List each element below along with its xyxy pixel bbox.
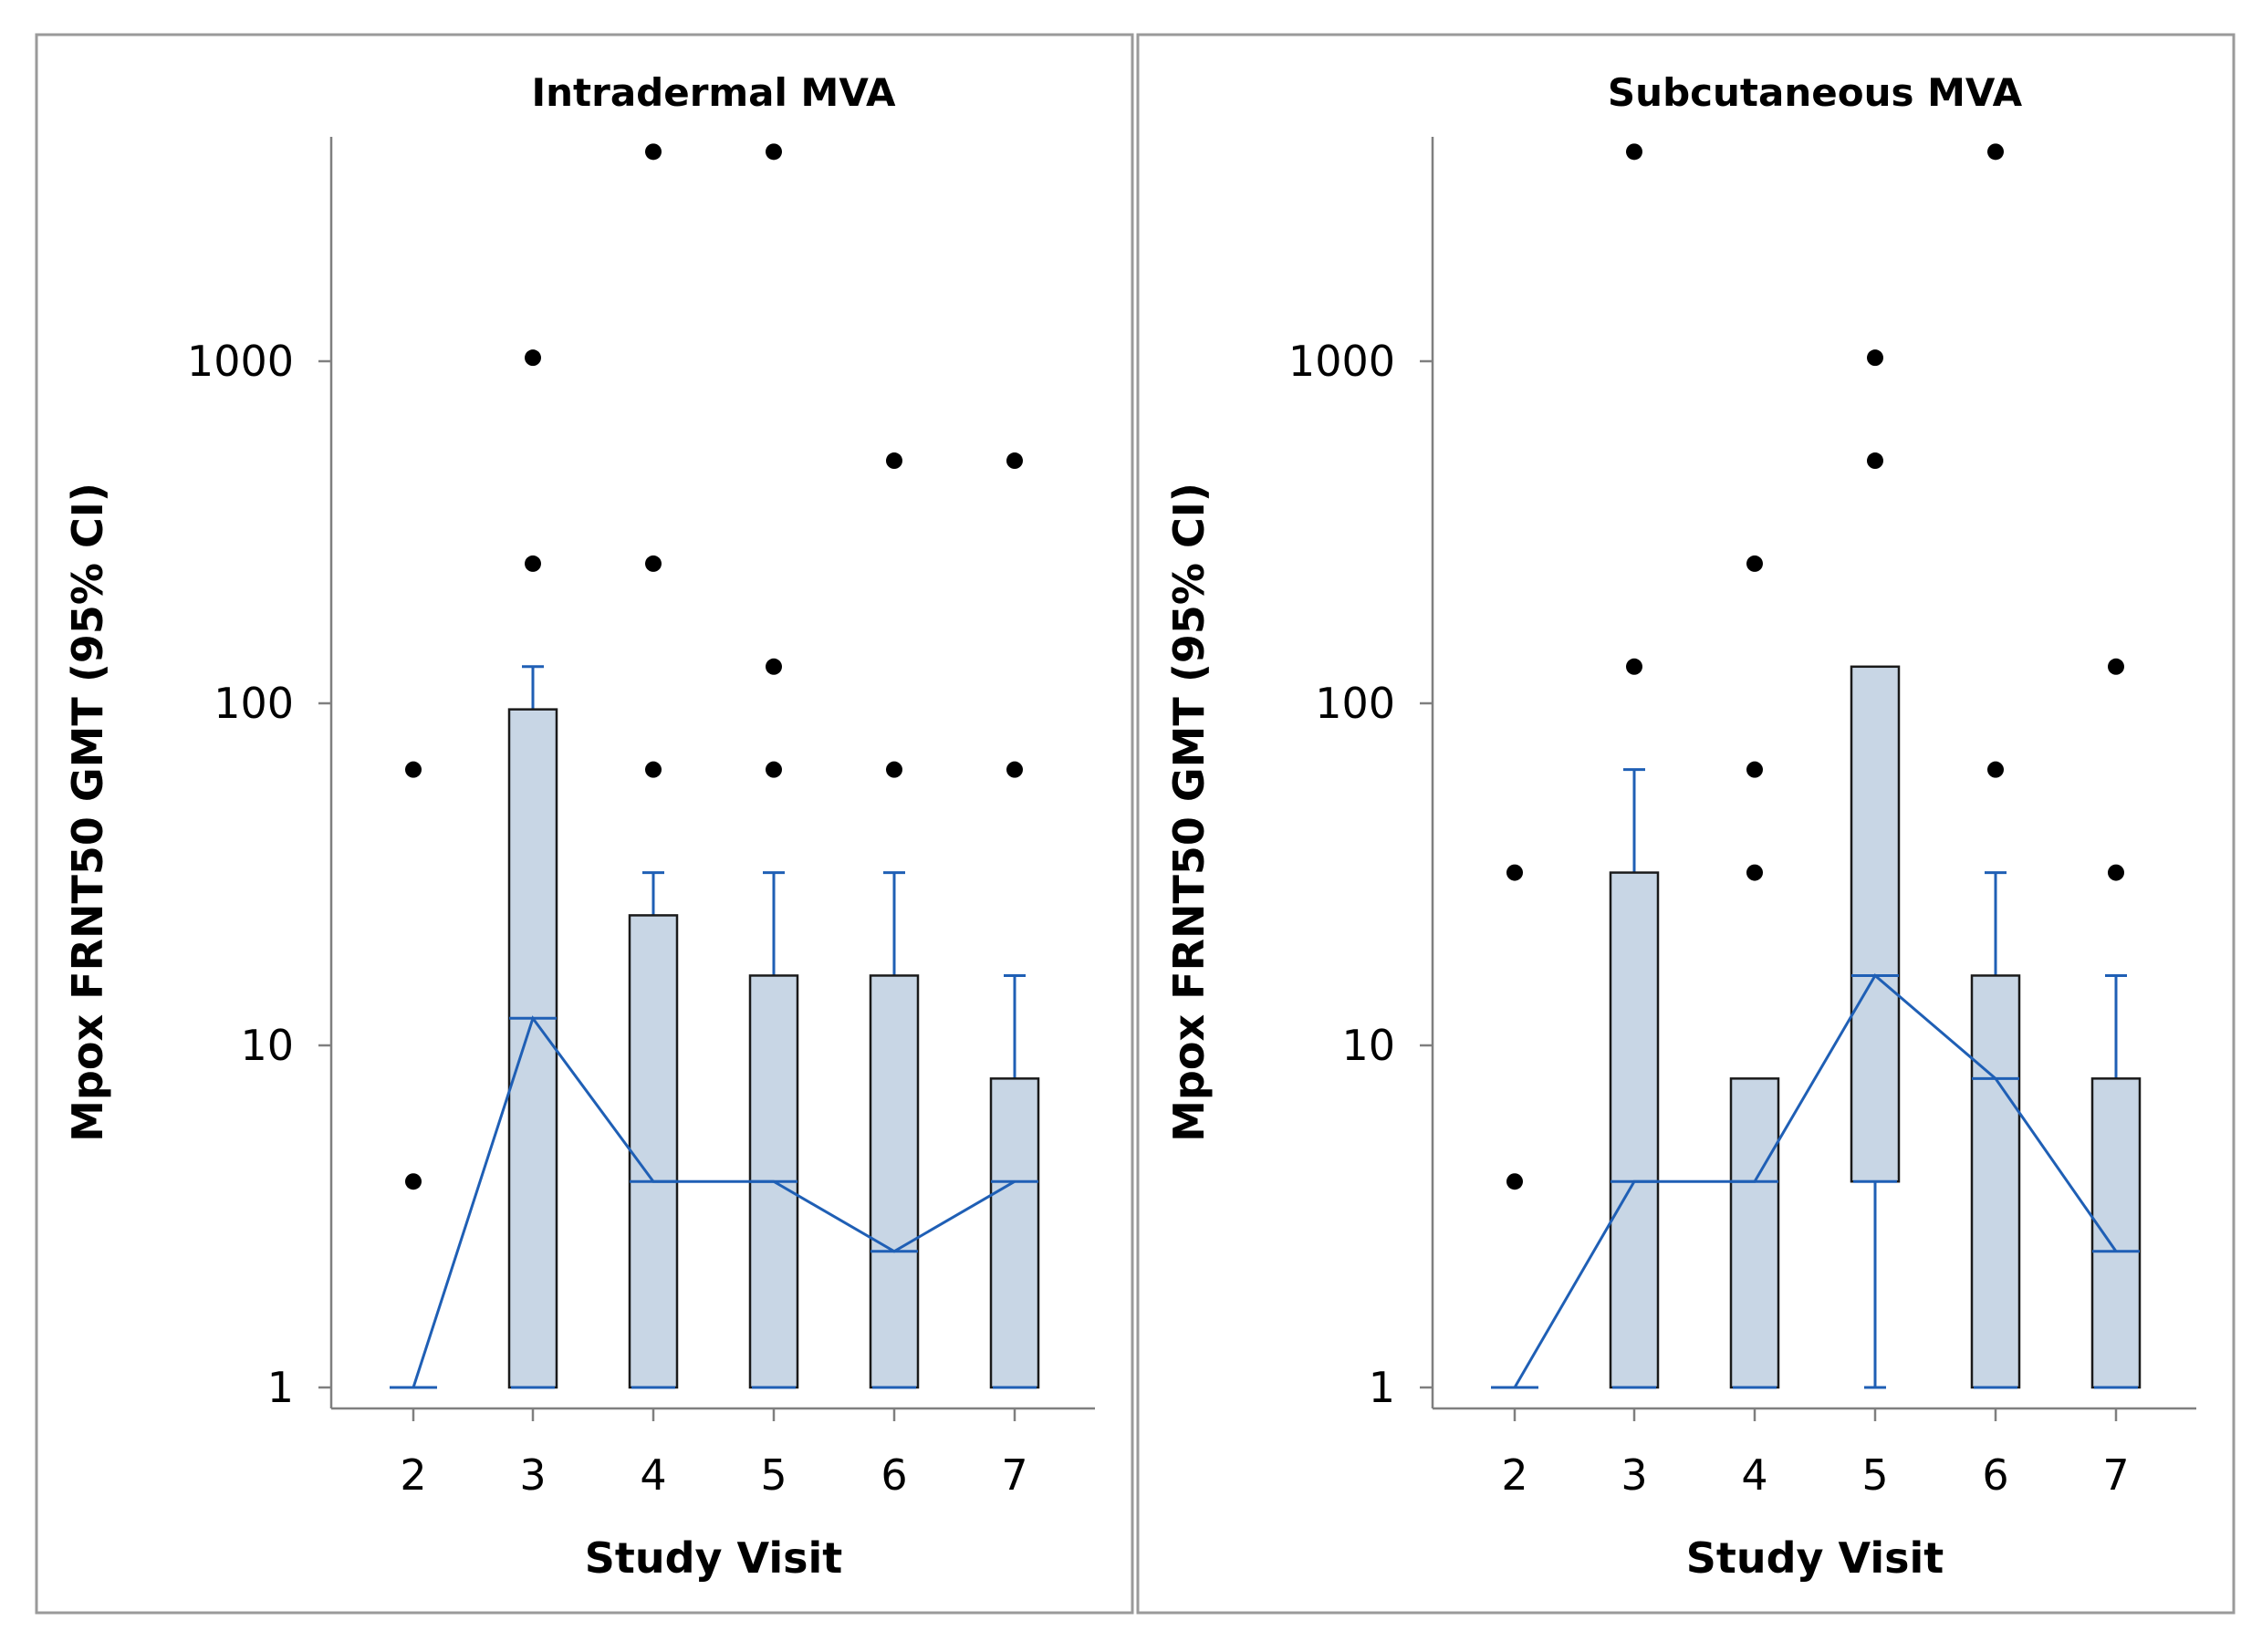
- x-tick-label: 6: [881, 1450, 907, 1500]
- outlier-point: [1006, 761, 1023, 778]
- outlier-point: [645, 761, 662, 778]
- x-tick-label: 4: [640, 1450, 666, 1500]
- x-tick-label: 4: [1741, 1450, 1767, 1500]
- outlier-point: [405, 761, 422, 778]
- x-axis-label: Study Visit: [1686, 1533, 1944, 1583]
- panel-subcutaneous: Subcutaneous MVA 1 10 100 1000 2 3 4 5 6 7 Study Vi…: [1164, 70, 2196, 1583]
- y-tick-label: 1000: [187, 337, 294, 386]
- x-tick-label: 7: [2102, 1450, 2129, 1500]
- outlier-point: [1006, 452, 1023, 470]
- outlier-point: [645, 143, 662, 161]
- outlier-point: [525, 555, 541, 572]
- box-visit-7: [989, 452, 1040, 1389]
- x-axis-label: Study Visit: [585, 1533, 843, 1583]
- box-visit-4: [628, 143, 679, 1389]
- box-iqr: [2090, 1077, 2142, 1389]
- box-visit-7: [2090, 658, 2142, 1389]
- x-tick-label: 6: [1982, 1450, 2008, 1500]
- panel-frame-right: [1136, 33, 2236, 1615]
- outlier-point: [766, 761, 782, 778]
- outlier-point: [2108, 658, 2124, 675]
- box-visit-4: [1729, 555, 1780, 1389]
- box-visit-5: [1850, 349, 1901, 1389]
- outlier-point: [1746, 761, 1763, 778]
- outlier-point: [1867, 349, 1883, 367]
- box-iqr: [989, 1077, 1040, 1389]
- y-tick-label: 10: [1341, 1021, 1395, 1070]
- box-visit-3: [507, 349, 558, 1389]
- box-iqr: [869, 974, 920, 1389]
- y-tick-label: 1000: [1288, 337, 1395, 386]
- box-iqr: [507, 708, 558, 1389]
- outlier-point: [1506, 1173, 1523, 1190]
- box-visit-6: [1970, 143, 2021, 1389]
- outlier-point: [1626, 658, 1642, 675]
- outlier-point: [1746, 555, 1763, 572]
- x-tick-label: 3: [1621, 1450, 1647, 1500]
- box-visit-6: [869, 452, 920, 1389]
- outlier-point: [1987, 143, 2004, 161]
- box-iqr: [1609, 871, 1660, 1389]
- panel-frame-left: [35, 33, 1134, 1615]
- box-iqr: [1850, 665, 1901, 1183]
- outlier-point: [2108, 864, 2124, 881]
- outlier-point: [886, 761, 902, 778]
- box-visit-2: [1491, 864, 1538, 1389]
- outlier-point: [1506, 864, 1523, 881]
- mean-connect-line: [1513, 973, 2118, 1388]
- box-visit-3: [1609, 143, 1660, 1389]
- y-tick-label: 100: [214, 679, 294, 728]
- outlier-point: [525, 349, 541, 367]
- y-tick-label: 1: [1369, 1363, 1395, 1412]
- panel-intradermal: Intradermal MVA 1 10 100 1000 2 3 4 5 6 7 Study Vis…: [63, 70, 1095, 1583]
- y-tick-label: 10: [240, 1021, 294, 1070]
- outlier-point: [1626, 143, 1642, 161]
- panel-title: Subcutaneous MVA: [1608, 70, 2023, 115]
- outlier-point: [1867, 452, 1883, 470]
- x-tick-label: 2: [400, 1450, 426, 1500]
- y-axis-label: Mpox FRNT50 GMT (95% CI): [63, 483, 112, 1142]
- outlier-point: [1746, 864, 1763, 881]
- panel-title: Intradermal MVA: [532, 70, 896, 115]
- y-tick-label: 1: [267, 1363, 294, 1412]
- box-iqr: [1970, 974, 2021, 1389]
- outlier-point: [766, 143, 782, 161]
- box-visit-2: [390, 761, 437, 1389]
- x-tick-label: 5: [760, 1450, 787, 1500]
- x-tick-label: 7: [1001, 1450, 1027, 1500]
- box-iqr: [1729, 1077, 1780, 1389]
- outlier-point: [1987, 761, 2004, 778]
- x-tick-label: 5: [1861, 1450, 1888, 1500]
- box-iqr: [628, 914, 679, 1389]
- y-tick-label: 100: [1315, 679, 1395, 728]
- x-tick-label: 2: [1501, 1450, 1527, 1500]
- x-tick-label: 3: [519, 1450, 546, 1500]
- outlier-point: [886, 452, 902, 470]
- mean-connect-line: [412, 1015, 1016, 1388]
- y-axis-label: Mpox FRNT50 GMT (95% CI): [1164, 483, 1214, 1142]
- outlier-point: [766, 658, 782, 675]
- outlier-point: [645, 555, 662, 572]
- outlier-point: [405, 1173, 422, 1190]
